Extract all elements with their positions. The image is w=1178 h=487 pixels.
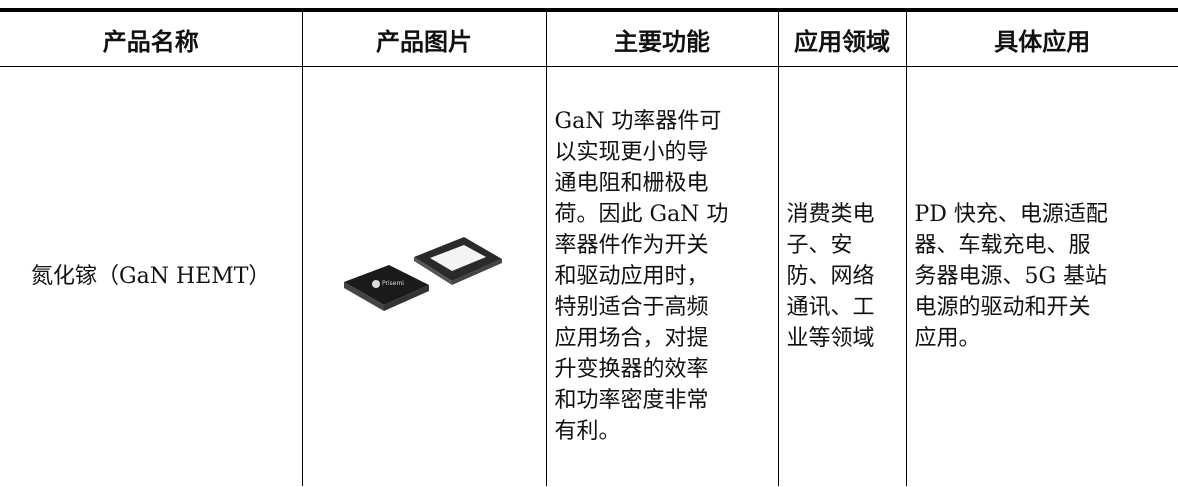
cell: Prisemi — [301, 66, 546, 486]
header-cell: 主要功能 — [545, 10, 778, 67]
cell: 消费类电子、安防、网络通讯、工业等领域 — [777, 66, 906, 486]
chip-top — [344, 265, 429, 305]
cell-line: 率器件作为开关 — [554, 233, 709, 258]
chip-side — [452, 259, 502, 285]
cell-line: 业等领域 — [786, 326, 875, 351]
product-table: 产品名称 产品图片 主要功能 应用领域 具体应用 氮化镓（GaN HEMT） P… — [0, 8, 1178, 486]
cell-line: 特别适合于高频 — [554, 295, 709, 320]
cell-line: 消费类电 — [786, 202, 875, 227]
chip-label: Prisemi — [382, 280, 404, 287]
body-row: 氮化镓（GaN HEMT） Prisemi GaN 功率器件可 以实现更小的导 通电… — [0, 66, 1178, 487]
cell-line: GaN 功率器件可 — [554, 109, 722, 134]
chip-logo — [372, 280, 380, 288]
cell-line: 应用场合，对提 — [554, 326, 709, 351]
chip-pad — [430, 245, 486, 271]
cell-line: 通电阻和栅极电 — [554, 171, 709, 196]
header-cell: 产品图片 — [301, 10, 546, 67]
chip-side — [384, 285, 429, 311]
cell: GaN 功率器件可 以实现更小的导 通电阻和栅极电 荷。因此 GaN 功率器件作为开关… — [545, 66, 778, 486]
cell-line: 子、安 — [786, 233, 853, 258]
cell-line: PD 快充、电源适配 — [914, 202, 1108, 227]
cell: PD 快充、电源适配 器、车载充电、服 务器电源、5G 基站 电源的驱动和开关 应用。 — [905, 66, 1178, 486]
chip-side — [414, 257, 452, 285]
cell-line: 有利。 — [554, 419, 621, 444]
table-body: 氮化镓（GaN HEMT） Prisemi GaN 功率器件可 以实现更小的导 通电… — [0, 66, 1178, 487]
cell-line: 和功率密度非常 — [554, 388, 709, 413]
header-row: 产品名称 产品图片 主要功能 应用领域 具体应用 — [0, 10, 1178, 67]
header-cell: 产品名称 — [102, 26, 199, 56]
cell-line: 通讯、工 — [786, 295, 875, 320]
cell-line: 电源的驱动和开关 — [914, 295, 1091, 320]
cell-line: 和驱动应用时， — [554, 264, 709, 289]
header-cell: 具体应用 — [905, 10, 1178, 67]
cell-line: 荷。因此 GaN 功 — [554, 202, 729, 227]
cell: 氮化镓（GaN HEMT） — [0, 67, 302, 487]
cell-line: 以实现更小的导 — [554, 140, 709, 165]
cell-line: 务器电源、5G 基站 — [914, 264, 1108, 289]
cell-line: 升变换器的效率 — [554, 357, 709, 382]
cell-line: 氮化镓（GaN HEMT） — [31, 264, 271, 289]
cell-line: 应用。 — [914, 326, 981, 351]
table-header: 产品名称 产品图片 主要功能 应用领域 具体应用 — [0, 10, 1178, 67]
cell-line: 防、网络 — [786, 264, 875, 289]
chip-image: Prisemi — [344, 237, 502, 311]
cell-line: 器、车载充电、服 — [914, 233, 1091, 258]
header-cell: 应用领域 — [777, 10, 906, 67]
chip-side — [344, 282, 384, 311]
